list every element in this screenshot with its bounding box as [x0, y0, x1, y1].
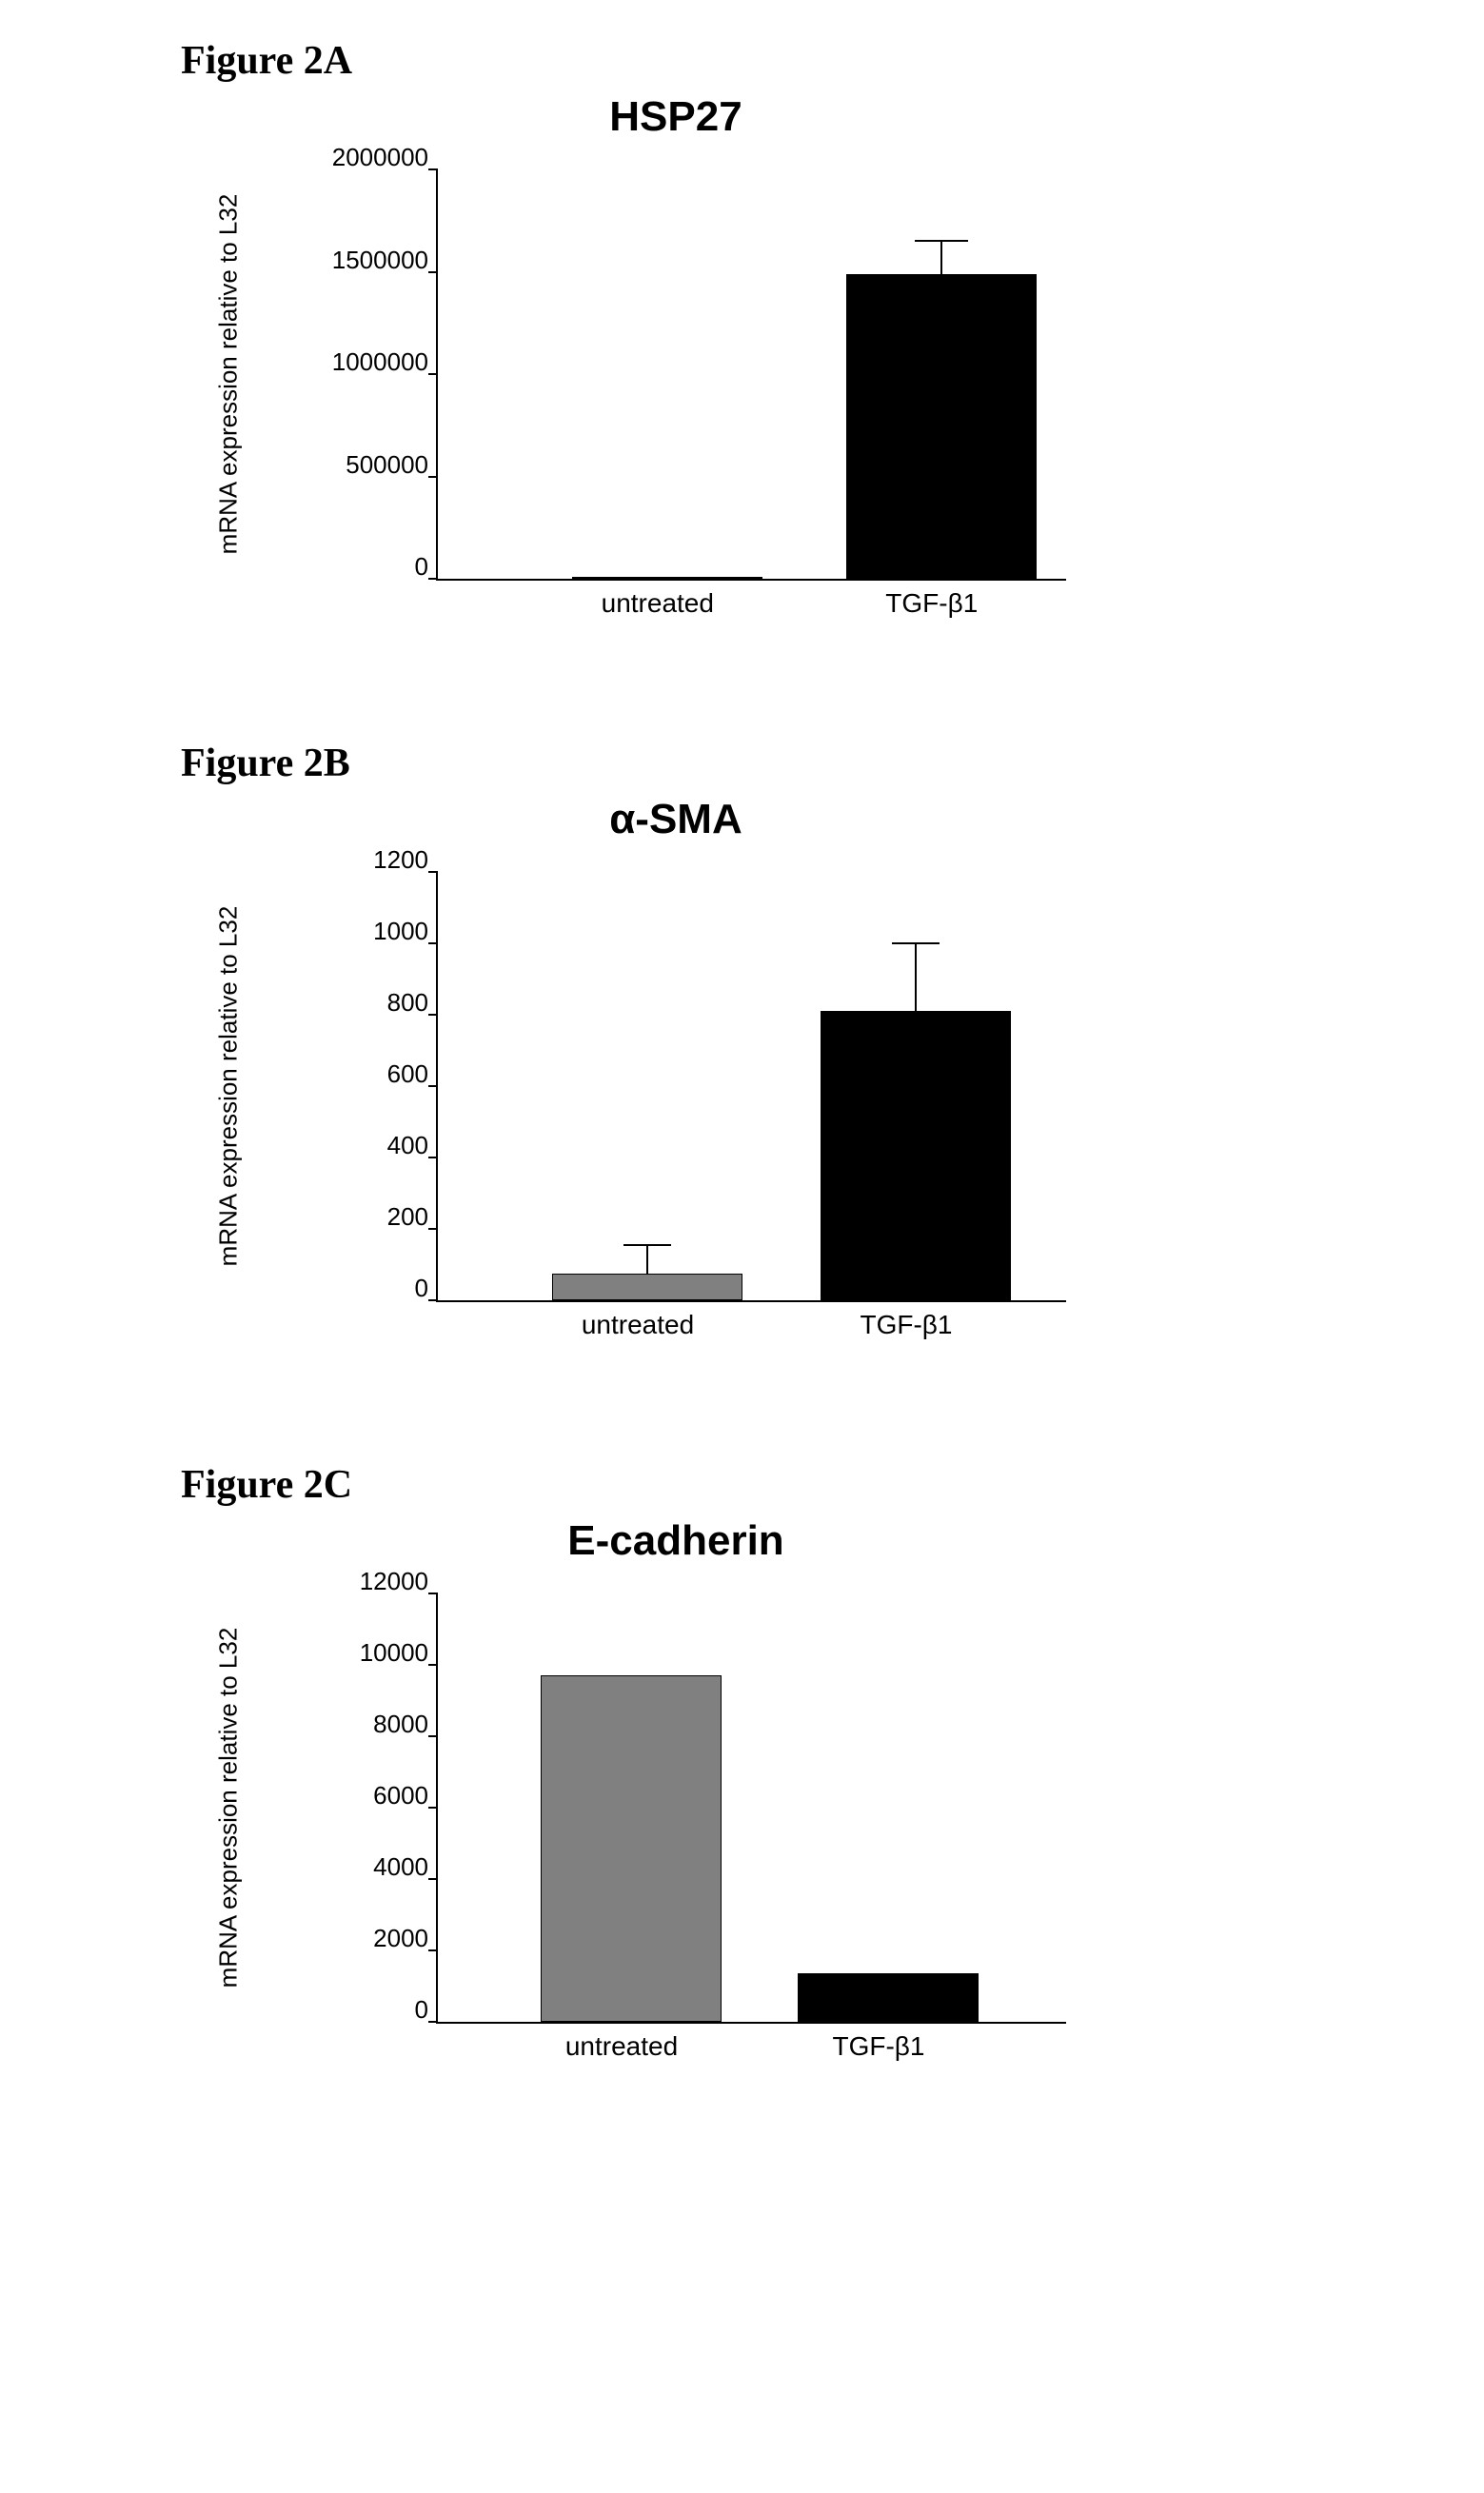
- y-tick-mark: [428, 476, 438, 478]
- error-bar-cap: [623, 1244, 671, 1246]
- x-tick-label: TGF-β1: [837, 588, 1027, 619]
- y-tick-mark: [428, 1157, 438, 1158]
- y-tick-labels: 2000000150000010000005000000: [286, 169, 436, 579]
- x-labels: untreated TGF-β1: [286, 588, 1066, 626]
- y-tick-mark: [428, 942, 438, 944]
- figure-block: Figure 2C E-cadherin 120001000080006000400…: [19, 1462, 1465, 2069]
- y-tick-mark: [428, 1593, 438, 1594]
- error-bar-stem: [646, 1245, 648, 1274]
- chart-title: HSP27: [286, 93, 1066, 141]
- figure-label: Figure 2B: [181, 741, 350, 786]
- y-tick-mark: [428, 1299, 438, 1301]
- bar: [572, 577, 762, 579]
- error-bar-cap: [915, 240, 968, 242]
- figure-label: Figure 2A: [181, 38, 352, 84]
- x-spacer: [286, 1310, 428, 1348]
- x-label-area: untreated TGF-β1: [428, 588, 1038, 626]
- plot-row: 2000000150000010000005000000mRNA express…: [286, 169, 1066, 579]
- plot-area: [436, 872, 1066, 1302]
- bar: [541, 1675, 722, 2022]
- chart-title: E-cadherin: [286, 1517, 1066, 1565]
- chart-title: α-SMA: [286, 796, 1066, 843]
- figure-block: Figure 2Bα-SMA120010008006004002000mRNA …: [19, 741, 1465, 1348]
- y-tick-mark: [428, 271, 438, 273]
- bar: [846, 274, 1037, 579]
- y-tick-mark: [428, 1664, 438, 1666]
- x-spacer: [286, 2031, 428, 2069]
- y-tick-mark: [428, 2021, 438, 2023]
- chart-wrap: α-SMA 120010008006004002000mRNA expressio…: [286, 796, 1066, 1348]
- y-tick-mark: [428, 1228, 438, 1230]
- y-tick-mark: [428, 373, 438, 375]
- y-tick-mark: [428, 1014, 438, 1016]
- y-tick-mark: [428, 1807, 438, 1809]
- x-labels: untreated TGF-β1: [286, 1310, 1066, 1348]
- y-axis-label: mRNA expression relative to L32: [214, 194, 244, 555]
- plot-row: 120010008006004002000mRNA expression rel…: [286, 872, 1066, 1300]
- y-tick-mark: [428, 578, 438, 580]
- x-tick-label: untreated: [543, 1310, 733, 1340]
- bar: [552, 1274, 742, 1300]
- bar: [798, 1973, 979, 2022]
- figure-block: Figure 2A HSP27 20000001500000100000050000…: [19, 38, 1465, 626]
- y-tick-mark: [428, 1735, 438, 1737]
- x-label-area: untreated TGF-β1: [428, 1310, 999, 1348]
- error-bar-cap: [892, 942, 940, 944]
- plot-row: 120001000080006000400020000mRNA expressi…: [286, 1593, 1066, 2022]
- y-tick-mark: [428, 871, 438, 873]
- bar: [821, 1011, 1011, 1300]
- y-axis-label: mRNA expression relative to L32: [214, 1628, 244, 1988]
- plot-area: [436, 1593, 1066, 2024]
- x-tick-label: TGF-β1: [788, 2031, 969, 2062]
- y-tick-mark: [428, 1085, 438, 1087]
- x-tick-label: TGF-β1: [811, 1310, 1001, 1340]
- y-tick-mark: [428, 1878, 438, 1880]
- x-spacer: [286, 588, 428, 626]
- x-label-area: untreated TGF-β1: [428, 2031, 999, 2069]
- y-tick-mark: [428, 168, 438, 170]
- plot-area: [436, 169, 1066, 581]
- y-tick-labels: 120010008006004002000: [286, 872, 436, 1300]
- x-tick-label: untreated: [563, 588, 753, 619]
- chart-wrap: HSP27 2000000150000010000005000000mRNA ex…: [286, 93, 1066, 626]
- chart-wrap: E-cadherin 120001000080006000400020000mRN…: [286, 1517, 1066, 2069]
- y-tick-mark: [428, 1949, 438, 1951]
- y-axis-label: mRNA expression relative to L32: [214, 906, 244, 1267]
- error-bar-stem: [915, 943, 917, 1011]
- y-tick-labels: 120001000080006000400020000: [286, 1593, 436, 2022]
- figure-label: Figure 2C: [181, 1462, 352, 1508]
- error-bar-stem: [940, 241, 942, 273]
- x-tick-label: untreated: [531, 2031, 712, 2062]
- x-labels: untreated TGF-β1: [286, 2031, 1066, 2069]
